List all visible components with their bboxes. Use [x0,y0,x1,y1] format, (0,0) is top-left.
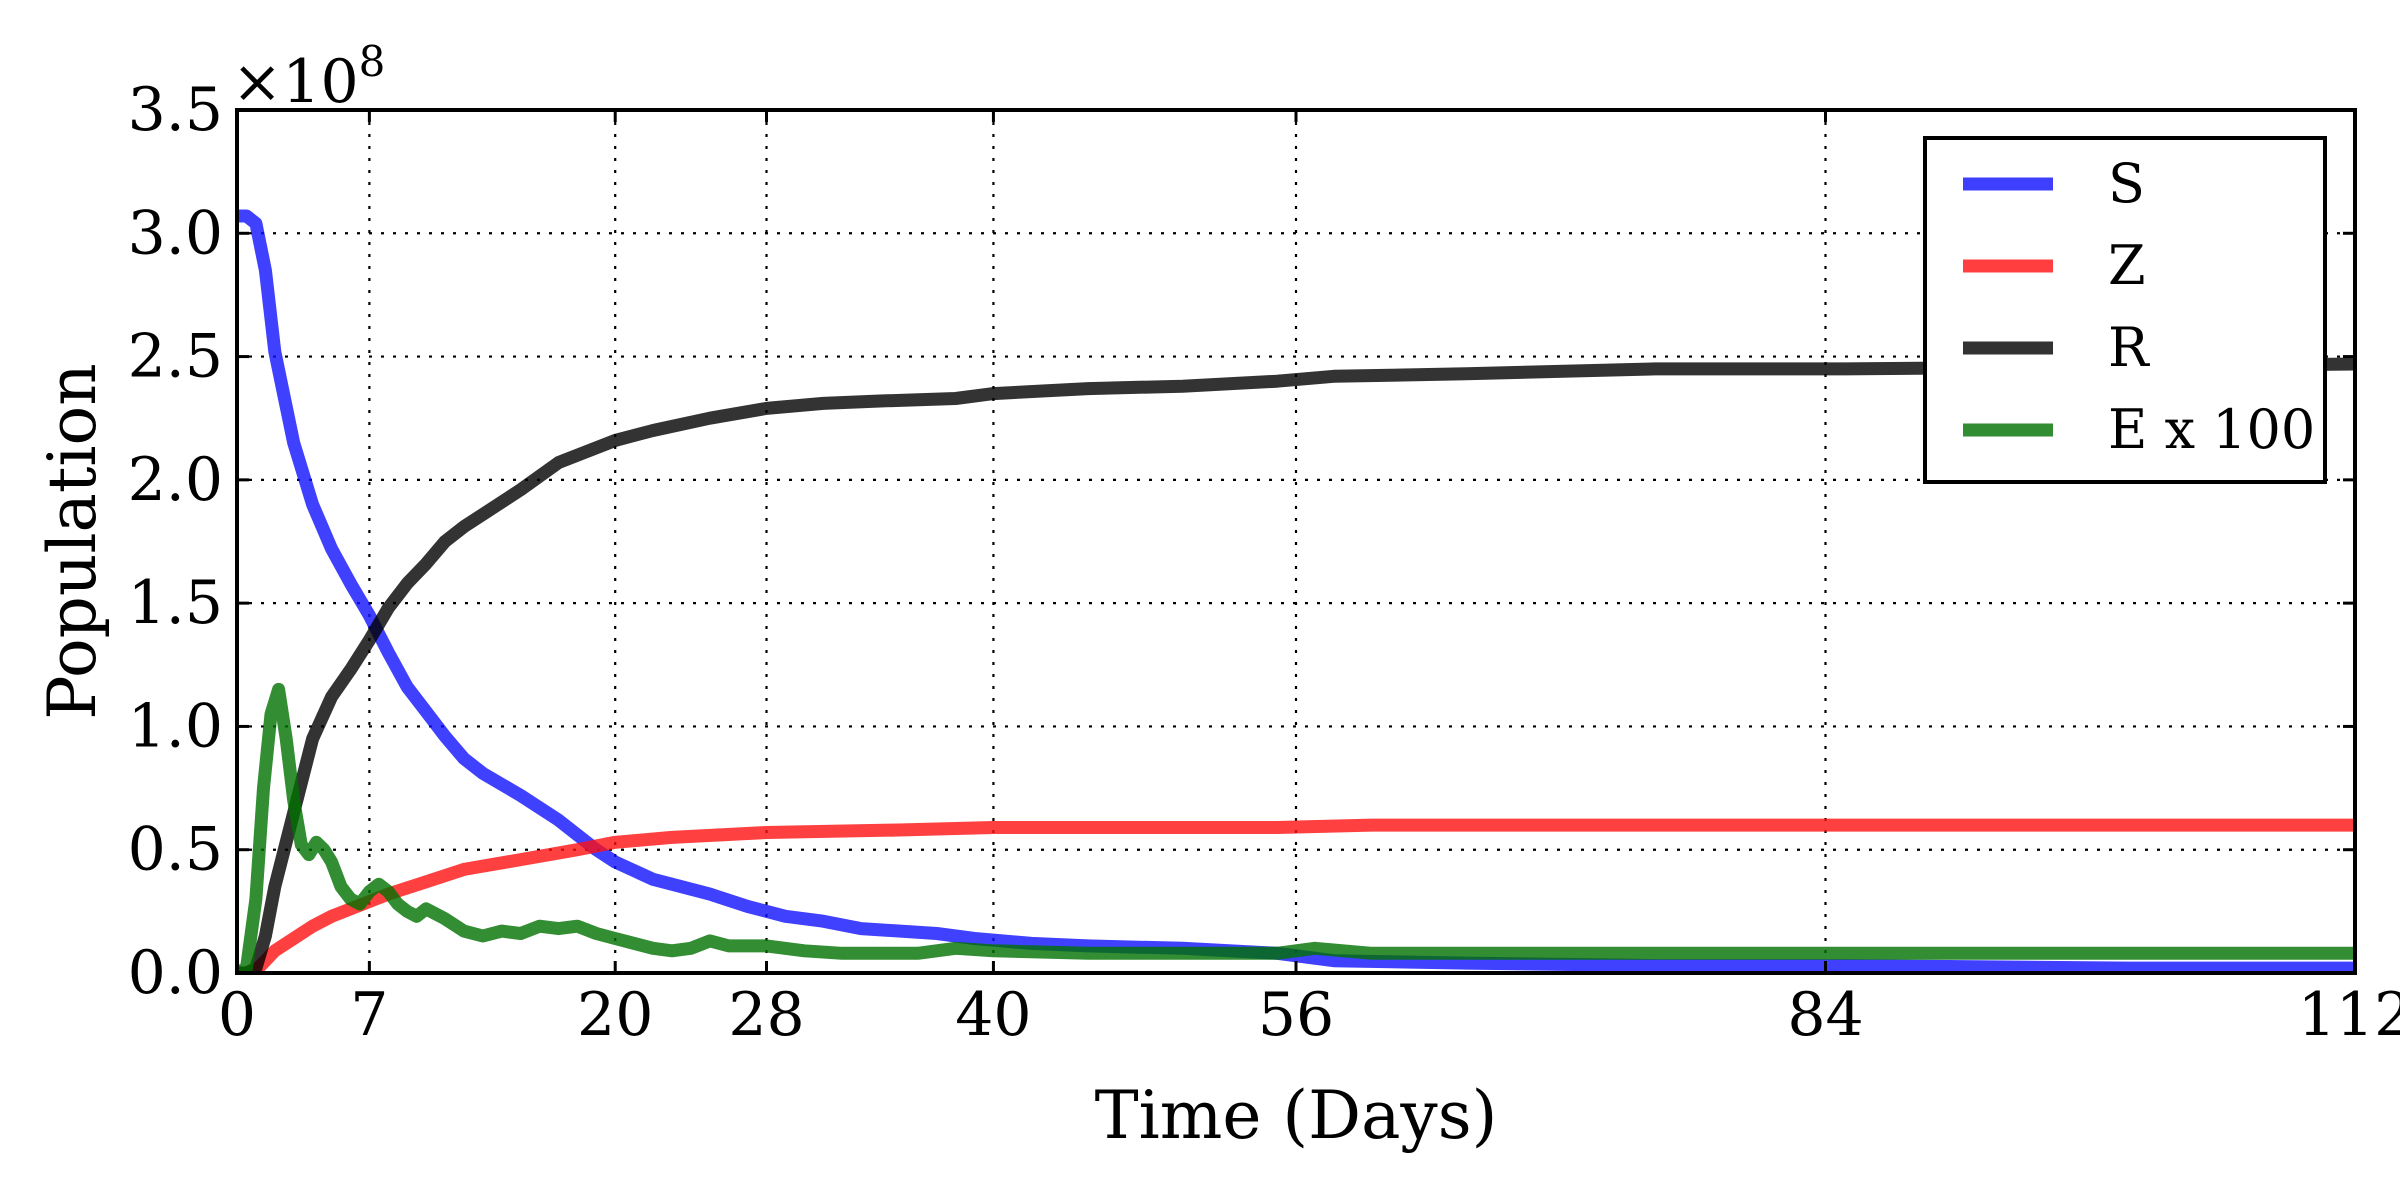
x-tick-label: 40 [955,980,1031,1050]
y-tick-label: 0.5 [128,815,223,885]
y-axis-multiplier: ×108 [232,37,385,117]
legend-label-s: S [2108,152,2145,215]
series-line-e-x-100 [237,682,2355,973]
y-tick-label: 2.5 [128,322,223,392]
x-tick-label: 20 [577,980,653,1050]
series-lines [237,209,2355,973]
x-tick-label: 28 [728,980,804,1050]
x-tick-label: 56 [1258,980,1334,1050]
y-tick-label: 3.5 [128,75,223,145]
legend-label-z: Z [2108,234,2146,297]
y-tick-label: 2.0 [128,445,223,515]
legend-label-e-x-100: E x 100 [2108,398,2315,461]
x-tick-label: 7 [350,980,388,1050]
x-tick-label: 112 [2298,980,2400,1050]
y-tick-label: 1.5 [128,568,223,638]
x-axis-label: Time (Days) [1095,1077,1498,1154]
x-tick-label: 0 [218,980,256,1050]
series-line-r [237,357,2355,973]
y-tick-label: 0.0 [128,938,223,1008]
series-line-z [237,818,2355,973]
legend-label-r: R [2108,316,2150,379]
y-tick-label: 3.0 [128,198,223,268]
legend: SZR E x 100 [1923,136,2327,484]
axis-ticks: 0 7 20 28 40 56 84 112 0.0 0.5 1.0 1.5 2.0 2.5 3.0 3.5 [128,75,2400,1050]
y-axis-label: Population [34,363,111,720]
x-tick-label: 84 [1787,980,1863,1050]
y-tick-label: 1.0 [128,691,223,761]
